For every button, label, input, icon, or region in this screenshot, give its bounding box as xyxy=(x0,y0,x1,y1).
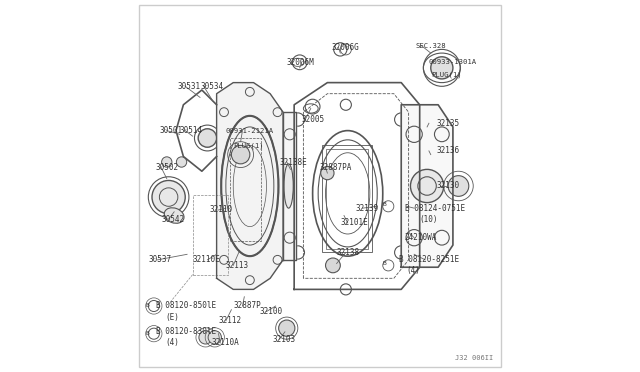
Ellipse shape xyxy=(164,208,184,223)
Circle shape xyxy=(448,176,468,196)
Text: 30537: 30537 xyxy=(148,255,172,264)
Text: B: B xyxy=(145,304,149,308)
Circle shape xyxy=(199,331,212,344)
Text: SEC.328: SEC.328 xyxy=(416,43,447,49)
Text: 30502: 30502 xyxy=(156,163,179,172)
Text: 32006M: 32006M xyxy=(287,58,314,67)
Circle shape xyxy=(152,180,185,214)
Text: B 08120-850lE: B 08120-850lE xyxy=(156,301,216,311)
Text: 30534: 30534 xyxy=(200,82,223,91)
Circle shape xyxy=(278,320,295,336)
Text: B: B xyxy=(145,331,149,336)
Text: B 08120-8251E: B 08120-8251E xyxy=(399,255,460,264)
Text: B 08124-0751E: B 08124-0751E xyxy=(405,203,465,213)
Text: 32112: 32112 xyxy=(218,316,241,325)
Text: 32138E: 32138E xyxy=(280,157,307,167)
Text: B: B xyxy=(382,202,386,207)
Text: 32100: 32100 xyxy=(259,307,282,316)
Polygon shape xyxy=(401,105,453,267)
Circle shape xyxy=(431,57,453,79)
Polygon shape xyxy=(283,112,296,260)
Circle shape xyxy=(232,145,250,164)
Text: 32103: 32103 xyxy=(272,335,295,344)
Text: 32138: 32138 xyxy=(337,248,360,257)
Text: (4): (4) xyxy=(165,339,179,347)
Text: B 08120-830lE: B 08120-830lE xyxy=(156,327,216,336)
Text: (4): (4) xyxy=(407,266,420,275)
Circle shape xyxy=(198,129,216,147)
Ellipse shape xyxy=(284,164,293,208)
Text: 32113: 32113 xyxy=(226,261,249,270)
Text: 30501: 30501 xyxy=(159,126,182,135)
Text: 32101E: 32101E xyxy=(340,218,368,227)
Text: 30542: 30542 xyxy=(161,215,184,224)
Text: 00933-1301A: 00933-1301A xyxy=(429,59,477,65)
Text: 30514: 30514 xyxy=(180,126,203,135)
Text: 32110E: 32110E xyxy=(193,255,220,264)
Text: 32006G: 32006G xyxy=(331,43,359,52)
Text: (10): (10) xyxy=(420,215,438,224)
Circle shape xyxy=(321,166,334,180)
Text: 30531: 30531 xyxy=(178,82,201,91)
Bar xyxy=(193,195,228,275)
Bar xyxy=(322,145,372,253)
Circle shape xyxy=(410,169,444,203)
Text: PLUG(1): PLUG(1) xyxy=(431,72,461,78)
Text: 32887PA: 32887PA xyxy=(320,163,353,172)
Text: 32135: 32135 xyxy=(436,119,460,128)
Text: J32 006II: J32 006II xyxy=(455,355,493,361)
Polygon shape xyxy=(216,83,283,289)
Bar xyxy=(326,149,368,249)
Circle shape xyxy=(326,258,340,273)
Text: 32110: 32110 xyxy=(209,205,232,215)
Text: 00931-2121A: 00931-2121A xyxy=(226,128,274,134)
Text: 32139: 32139 xyxy=(355,203,378,213)
Text: PLUG(1): PLUG(1) xyxy=(233,142,264,149)
Text: 32005: 32005 xyxy=(301,115,324,124)
Text: (E): (E) xyxy=(165,312,179,321)
Circle shape xyxy=(177,157,187,167)
Text: 32887P: 32887P xyxy=(233,301,261,311)
Circle shape xyxy=(162,157,172,167)
Text: 24210WA: 24210WA xyxy=(405,233,437,242)
Text: B: B xyxy=(382,261,386,266)
Text: 32110A: 32110A xyxy=(211,339,239,347)
Text: 32136: 32136 xyxy=(436,147,460,155)
Bar xyxy=(230,138,261,241)
Circle shape xyxy=(208,331,221,344)
Text: 32130: 32130 xyxy=(436,182,460,190)
